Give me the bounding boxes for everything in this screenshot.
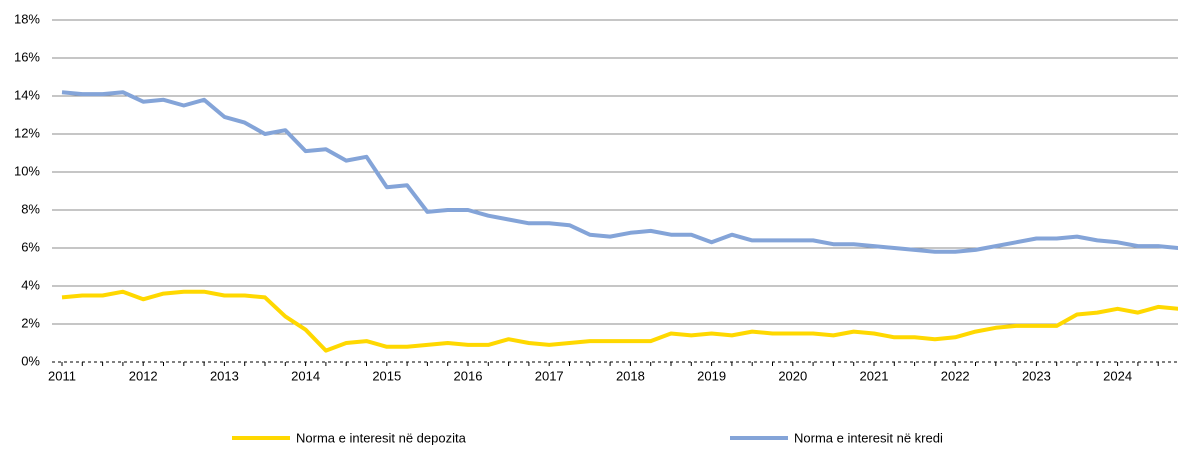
y-tick-label: 6% bbox=[21, 239, 40, 254]
y-tick-label: 12% bbox=[14, 125, 40, 140]
x-tick-label: 2012 bbox=[129, 368, 158, 383]
y-tick-label: 2% bbox=[21, 315, 40, 330]
x-tick-label: 2013 bbox=[210, 368, 239, 383]
y-tick-label: 8% bbox=[21, 201, 40, 216]
x-tick-label: 2019 bbox=[697, 368, 726, 383]
x-tick-label: 2020 bbox=[778, 368, 807, 383]
legend-label: Norma e interesit në depozita bbox=[296, 430, 467, 445]
x-tick-label: 2016 bbox=[454, 368, 483, 383]
x-tick-label: 2024 bbox=[1103, 368, 1132, 383]
y-tick-label: 0% bbox=[21, 353, 40, 368]
y-tick-label: 16% bbox=[14, 49, 40, 64]
y-tick-label: 10% bbox=[14, 163, 40, 178]
series-line bbox=[61, 289, 1178, 353]
x-tick-label: 2017 bbox=[535, 368, 564, 383]
series-line bbox=[61, 90, 1178, 254]
x-tick-label: 2023 bbox=[1022, 368, 1051, 383]
y-tick-label: 14% bbox=[14, 87, 40, 102]
x-tick-label: 2018 bbox=[616, 368, 645, 383]
x-tick-label: 2022 bbox=[941, 368, 970, 383]
x-tick-label: 2021 bbox=[860, 368, 889, 383]
x-tick-label: 2011 bbox=[48, 368, 76, 383]
x-tick-label: 2015 bbox=[372, 368, 401, 383]
y-tick-label: 4% bbox=[21, 277, 40, 292]
legend-label: Norma e interesit në kredi bbox=[794, 430, 943, 445]
y-tick-label: 18% bbox=[14, 11, 40, 26]
x-tick-label: 2014 bbox=[291, 368, 320, 383]
